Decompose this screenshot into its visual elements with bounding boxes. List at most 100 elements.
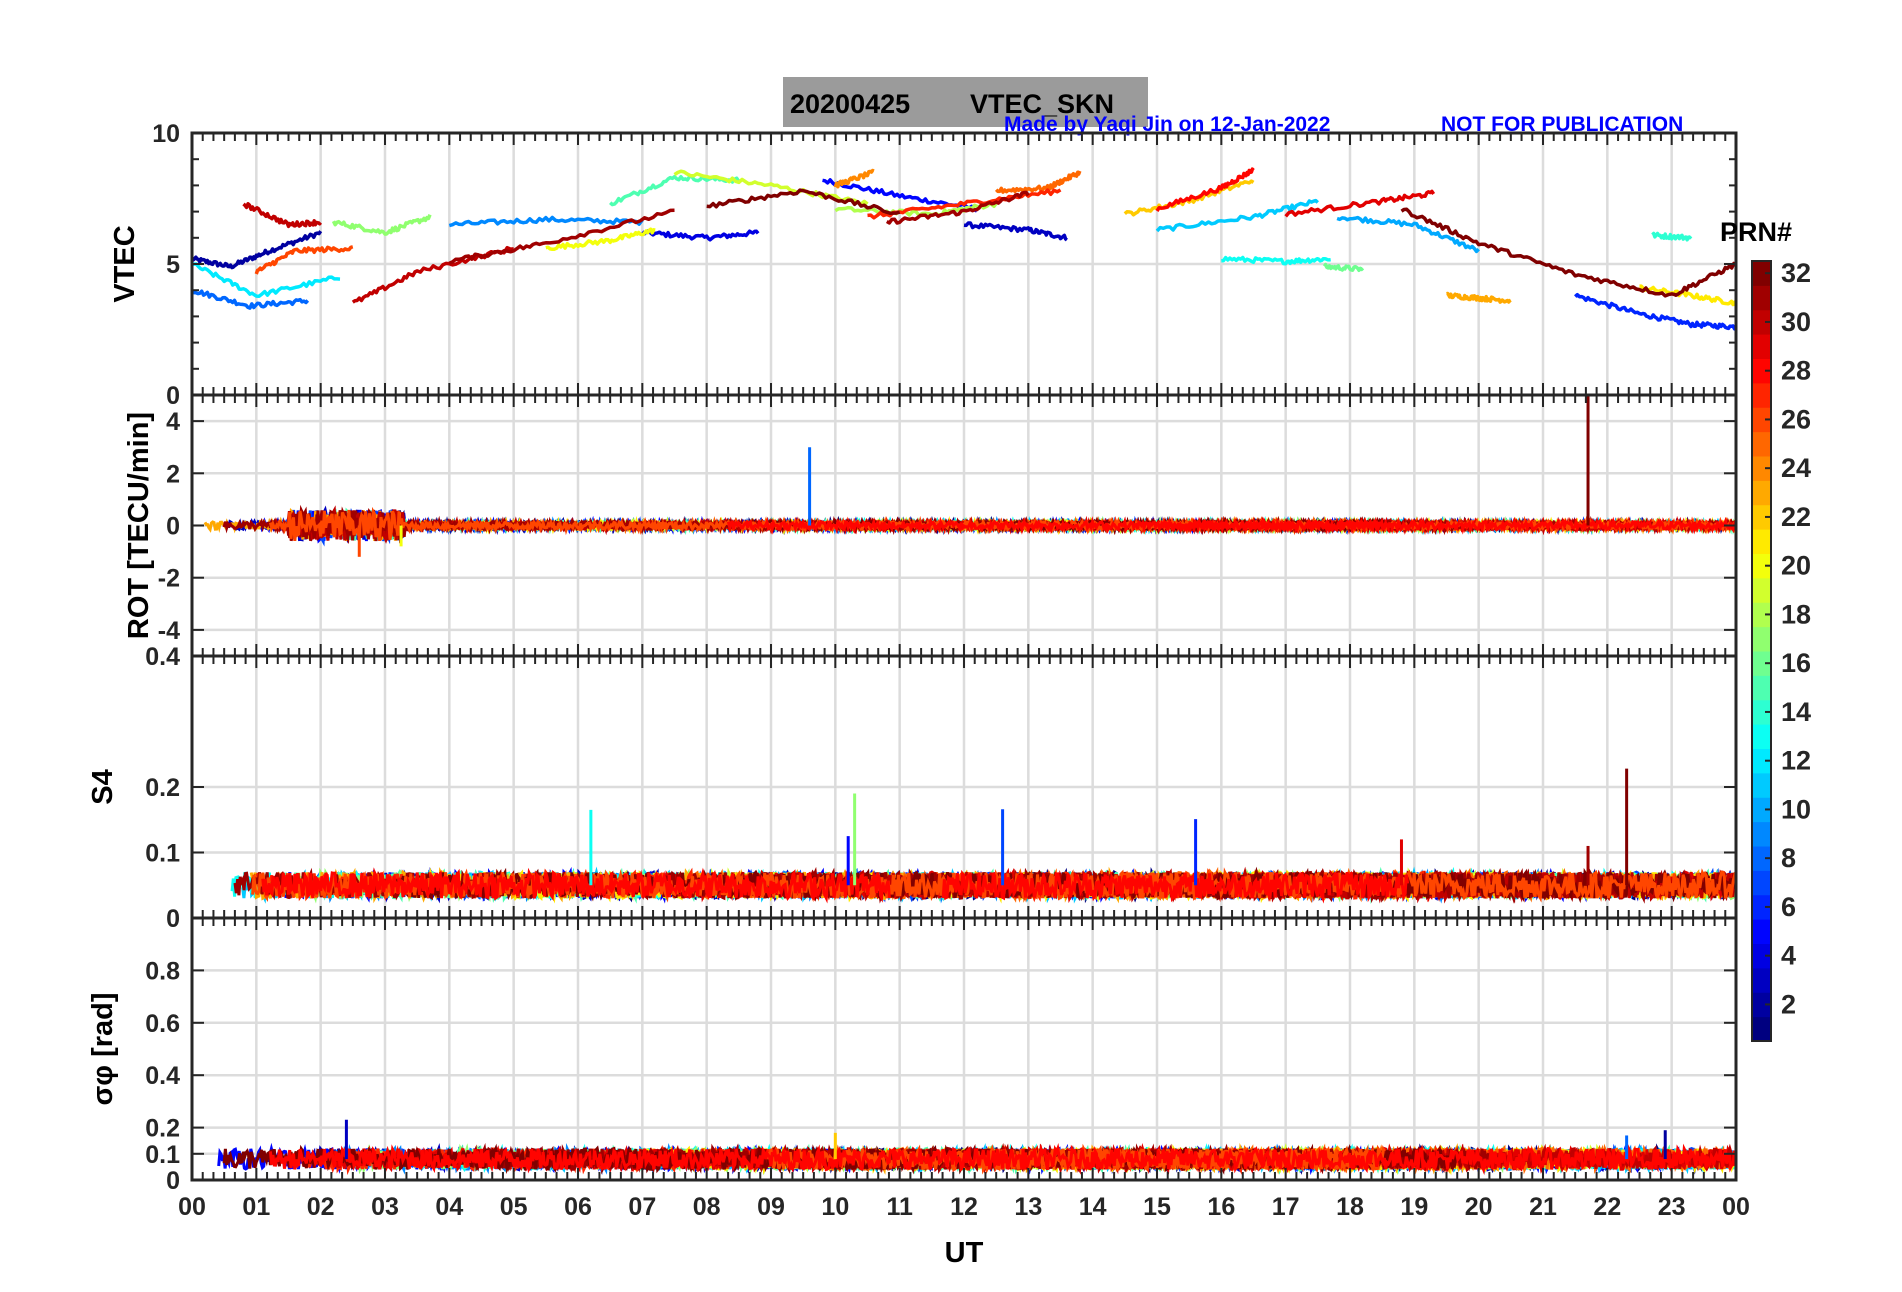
x-tick-label: 11	[886, 1193, 913, 1221]
data-layer-s4	[230, 768, 1736, 905]
colorbar-cell	[1752, 699, 1771, 725]
x-tick-label: 02	[307, 1193, 335, 1221]
x-tick-label: 17	[1272, 1193, 1300, 1221]
data-layer-vtec	[192, 167, 1736, 331]
colorbar-frame	[1751, 260, 1772, 1042]
series-line-prn24	[833, 168, 875, 189]
colorbar-title: PRN#	[1720, 217, 1792, 247]
series-line-prn13	[1221, 255, 1331, 266]
x-tick-label: 00	[1722, 1193, 1750, 1221]
colorbar-cell	[1752, 772, 1771, 798]
series-line-prn23	[1445, 291, 1512, 304]
series-line-prn32	[1400, 207, 1736, 298]
series-line-prn20	[545, 227, 656, 252]
series-line-prn31	[885, 190, 1030, 225]
x-tick-label: 16	[1207, 1193, 1235, 1221]
y-tick-label: 0.1	[145, 1141, 180, 1169]
series-line-prn8	[192, 289, 310, 310]
series-line-prn15	[609, 174, 741, 207]
x-tick-label: 22	[1593, 1193, 1621, 1221]
series-line-prn16	[1322, 262, 1365, 273]
colorbar-cell	[1752, 870, 1771, 896]
trace-prn28	[1159, 516, 1736, 535]
colorbar-cell	[1752, 943, 1771, 969]
colorbar-cell	[1752, 577, 1771, 603]
x-tick-label: 04	[435, 1193, 463, 1221]
colorbar-cell	[1752, 626, 1771, 652]
trace-prn28	[268, 1143, 1292, 1174]
colorbar-tick-label: 20	[1781, 551, 1811, 581]
y-tick-label: 0.4	[145, 643, 180, 671]
x-tick-label: 13	[1014, 1193, 1042, 1221]
y-axis-label-rot: ROT [TECU/min]	[123, 412, 155, 639]
colorbar-cell	[1752, 1016, 1771, 1042]
y-axis-label-sigphi: σφ [rad]	[87, 992, 119, 1105]
data-layer-sigphi	[217, 1119, 1736, 1176]
colorbar-tick-label: 10	[1781, 794, 1811, 824]
x-tick-label: 21	[1529, 1193, 1557, 1221]
colorbar-cell	[1752, 821, 1771, 847]
y-tick-label: 2	[166, 460, 180, 488]
colorbar-cell	[1752, 894, 1771, 920]
series-line-prn26	[254, 245, 354, 275]
series-line-prn32	[706, 188, 901, 215]
series-line-prn6	[1574, 292, 1736, 331]
trace-prn28	[261, 867, 891, 904]
colorbar-cell	[1752, 748, 1771, 774]
colorbar-cell	[1752, 456, 1771, 481]
colorbar-tick-label: 16	[1781, 648, 1811, 678]
series-line-prn30	[242, 202, 322, 229]
series-line-prn22	[1123, 179, 1255, 217]
y-tick-label: 0.2	[145, 1115, 180, 1143]
colorbar-tick-label: 12	[1781, 746, 1811, 776]
title-date: 20200425	[790, 89, 910, 119]
colorbar-tick-label: 28	[1781, 356, 1811, 386]
colorbar-tick-label: 2	[1781, 989, 1796, 1019]
series-line-prn12	[192, 262, 341, 298]
colorbar-cell	[1752, 967, 1771, 993]
y-tick-label: 0.2	[145, 774, 180, 802]
series-line-prn31	[448, 208, 675, 265]
series-line-prn10	[1336, 215, 1480, 254]
colorbar-cell	[1752, 504, 1771, 530]
x-tick-label: 18	[1336, 1193, 1364, 1221]
panel-rot: -4 -2 0 2 4 ROT [TECU/min]	[123, 393, 1738, 658]
x-tick-label: 00	[178, 1193, 206, 1221]
series-line-prn28	[1155, 167, 1255, 212]
panel-vtec: 0 5 10 VTEC	[109, 120, 1738, 410]
y-tick-label: -2	[158, 565, 180, 593]
colorbar-cell	[1752, 846, 1771, 871]
x-tick-label: 08	[693, 1193, 721, 1221]
x-tick-label: 09	[757, 1193, 785, 1221]
x-tick-label: 03	[371, 1193, 399, 1221]
x-tick-label: 20	[1465, 1193, 1493, 1221]
series-line-prn21	[1639, 284, 1736, 307]
colorbar-tick-label: 14	[1781, 697, 1811, 727]
colorbar-cell	[1752, 285, 1771, 311]
series-line-prn9	[448, 215, 644, 228]
notice-text: NOT FOR PUBLICATION	[1441, 113, 1683, 136]
title-background	[783, 77, 1148, 127]
title-box: 20200425 VTEC_SKN	[783, 77, 1148, 127]
colorbar-cell	[1752, 431, 1771, 457]
colorbar-tick-label: 30	[1781, 307, 1811, 337]
x-tick-label: 23	[1658, 1193, 1686, 1221]
credit-text: Made by Yaqi Jin on 12-Jan-2022	[1004, 113, 1330, 136]
y-axis-label-vtec: VTEC	[109, 225, 141, 302]
trace-prn28	[941, 869, 1410, 904]
colorbar-cell	[1752, 480, 1771, 506]
colorbar-cell	[1752, 529, 1771, 554]
colorbar-tick-label: 22	[1781, 502, 1811, 532]
y-tick-label: 5	[166, 251, 180, 279]
trace-prn26	[1118, 867, 1736, 903]
y-tick-label: -4	[158, 617, 180, 645]
colorbar-tick-label: 18	[1781, 599, 1811, 629]
y-tick-label: 0.1	[145, 840, 180, 868]
data-layer-rot	[203, 395, 1736, 557]
series-line-prn11	[1155, 198, 1319, 233]
series-line-prn25	[994, 170, 1082, 194]
x-tick-label: 07	[628, 1193, 656, 1221]
title-product: VTEC_SKN	[970, 89, 1114, 119]
